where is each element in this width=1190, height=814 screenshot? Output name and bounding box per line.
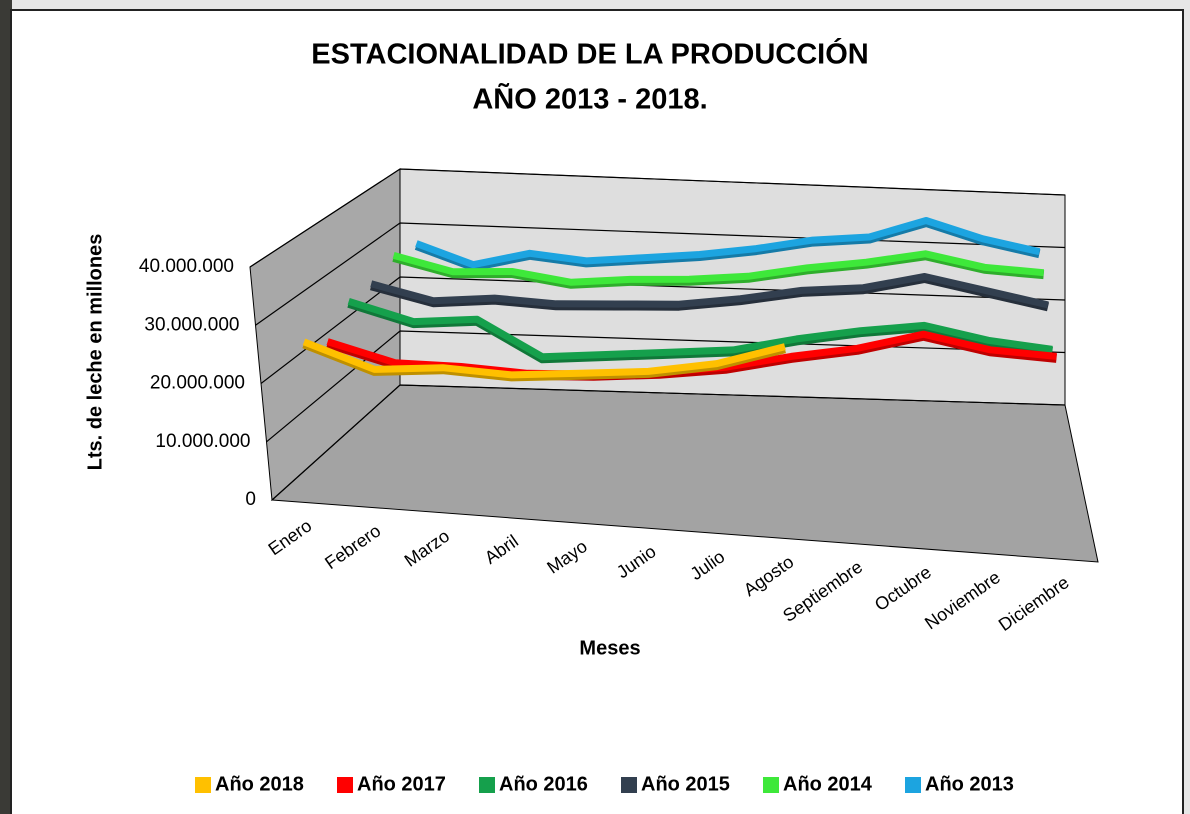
y-tick-label: 30.000.000 xyxy=(144,314,239,335)
y-tick-label: 10.000.000 xyxy=(155,431,250,452)
series-line xyxy=(347,297,1053,361)
legend-label: Año 2017 xyxy=(357,773,446,795)
series-line xyxy=(370,273,1049,309)
grid-line xyxy=(266,330,1066,443)
legend-swatch xyxy=(905,777,921,793)
series-line xyxy=(302,338,786,379)
legend-swatch xyxy=(195,777,211,793)
background-strip xyxy=(0,0,12,814)
y-axis-title: Lts. de leche en millones xyxy=(84,234,106,471)
chart-subtitle: AÑO 2013 - 2018. xyxy=(472,82,707,116)
legend-swatch xyxy=(763,777,779,793)
legend-swatch xyxy=(479,777,495,793)
grid-line xyxy=(249,168,1066,268)
grid-line xyxy=(271,384,1066,501)
legend-swatch xyxy=(621,777,637,793)
y-tick-label: 20.000.000 xyxy=(150,373,245,394)
legend-label: Año 2015 xyxy=(641,773,730,795)
legend-label: Año 2013 xyxy=(925,773,1014,795)
legend-swatch xyxy=(337,777,353,793)
y-tick-label: 40.000.000 xyxy=(139,256,234,277)
series-line xyxy=(415,217,1041,269)
legend-label: Año 2014 xyxy=(783,773,873,795)
y-tick-label: 0 xyxy=(245,489,256,510)
legend: Año 2018 Año 2017 Año 2016 Año 2015 Año 2014… xyxy=(195,773,1014,795)
x-axis-title: Meses xyxy=(579,637,640,659)
series-line xyxy=(392,250,1045,286)
legend-label: Año 2016 xyxy=(499,773,588,795)
chart-title: ESTACIONALIDAD DE LA PRODUCCIÓN xyxy=(311,37,868,71)
legend-label: Año 2018 xyxy=(215,773,304,795)
